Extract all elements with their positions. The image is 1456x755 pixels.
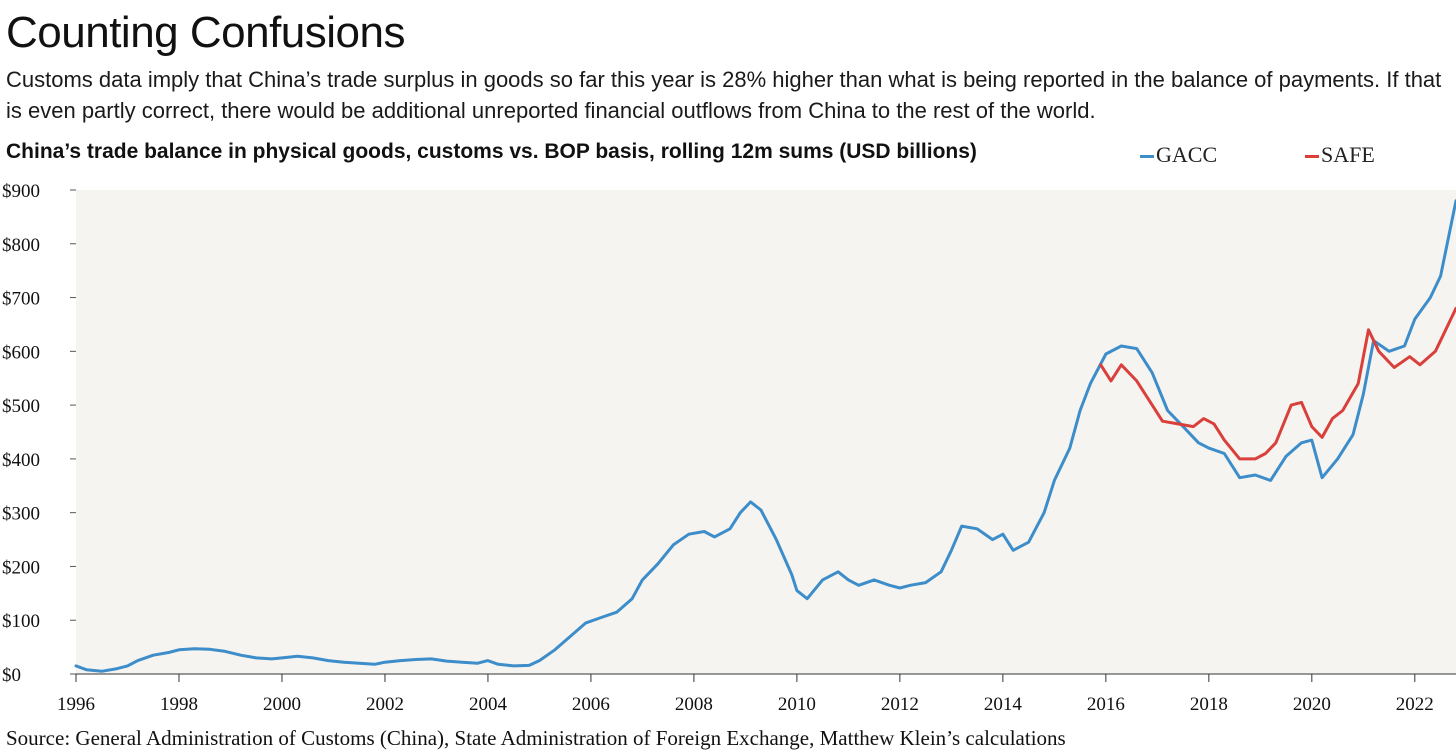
legend-swatch-safe (1305, 155, 1319, 159)
y-tick-label: $800 (2, 235, 40, 256)
y-axis: $0 $100 $200 $300 $400 $500 $600 $700 $800 $900 (2, 181, 76, 686)
chart-title: Counting Confusions (6, 8, 405, 57)
x-tick-label: 2016 (1087, 694, 1125, 715)
series-line-gacc (74, 199, 1456, 673)
plot-area (76, 190, 1456, 674)
line-chart: $0 $100 $200 $300 $400 $500 $600 $700 $800 $900 1… (2, 181, 1456, 715)
legend-item-safe: SAFE (1305, 142, 1375, 168)
x-tick-label: 2020 (1293, 694, 1331, 715)
series-layer (74, 199, 1456, 673)
x-tick-label: 2010 (778, 694, 816, 715)
y-tick-label: $400 (2, 450, 40, 471)
y-tick-label: $700 (2, 289, 40, 310)
legend-swatch-gacc (1140, 155, 1154, 159)
x-tick-label: 2022 (1396, 694, 1434, 715)
legend-label-gacc: GACC (1156, 142, 1218, 167)
y-tick-label: $500 (2, 396, 40, 417)
x-axis: 1996 1998 2000 2002 2004 2006 2008 2010 2012 2014… (57, 673, 1456, 715)
chart-heading: China’s trade balance in physical goods,… (6, 140, 977, 163)
y-tick-label: $200 (2, 557, 40, 578)
x-tick-label: 2004 (469, 694, 508, 715)
x-tick-label: 2006 (572, 694, 610, 715)
x-tick-label: 2000 (263, 694, 301, 715)
y-tick-label: $900 (2, 181, 40, 202)
y-tick-label: $600 (2, 342, 40, 363)
x-tick-label: 2002 (366, 694, 404, 715)
x-tick-label: 1996 (57, 694, 95, 715)
y-tick-label: $100 (2, 611, 40, 632)
chart-subtitle: Customs data imply that China’s trade su… (6, 67, 1442, 123)
legend-item-gacc: GACC (1140, 142, 1217, 168)
x-tick-label: 2008 (675, 694, 713, 715)
y-tick-label: $300 (2, 504, 40, 525)
x-tick-label: 1998 (160, 694, 198, 715)
series-line-safe (1099, 306, 1456, 461)
x-tick-label: 2014 (984, 694, 1023, 715)
y-tick-label: $0 (2, 665, 21, 686)
source-note: Source: General Administration of Custom… (6, 726, 1066, 750)
x-tick-label: 2018 (1190, 694, 1228, 715)
x-tick-label: 2012 (881, 694, 919, 715)
legend-label-safe: SAFE (1321, 142, 1375, 167)
